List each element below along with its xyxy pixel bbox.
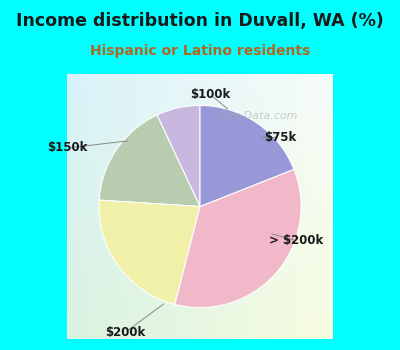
- Text: Income distribution in Duvall, WA (%): Income distribution in Duvall, WA (%): [16, 12, 384, 30]
- Wedge shape: [157, 105, 200, 206]
- Text: Hispanic or Latino residents: Hispanic or Latino residents: [90, 44, 310, 58]
- Wedge shape: [99, 115, 200, 206]
- Text: $100k: $100k: [190, 88, 231, 101]
- Text: $150k: $150k: [47, 141, 87, 154]
- Text: $75k: $75k: [264, 131, 296, 144]
- Text: City-Data.com: City-Data.com: [219, 111, 298, 121]
- Wedge shape: [99, 200, 200, 304]
- Text: > $200k: > $200k: [269, 234, 323, 247]
- Wedge shape: [200, 105, 294, 206]
- Text: $200k: $200k: [105, 326, 146, 338]
- Wedge shape: [175, 169, 301, 308]
